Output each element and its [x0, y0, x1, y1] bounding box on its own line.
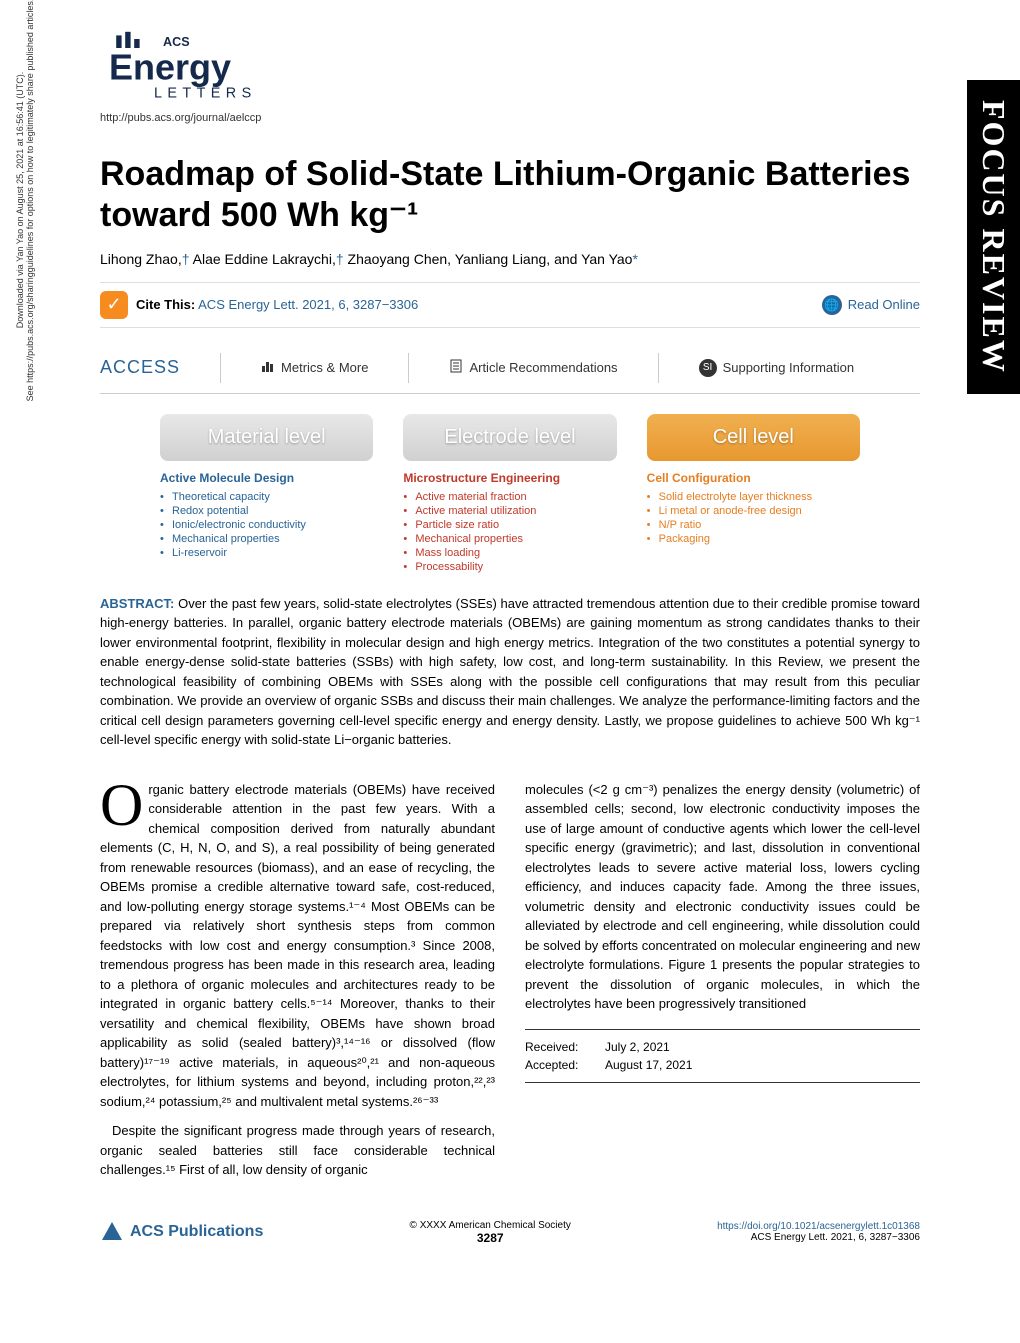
- read-online-link[interactable]: Read Online: [848, 297, 920, 312]
- acs-logo-icon: [100, 1220, 124, 1244]
- received-date: July 2, 2021: [605, 1038, 670, 1056]
- si-icon: SI: [699, 359, 717, 377]
- author-affil-2[interactable]: †: [336, 251, 344, 267]
- graphic-cell: Cell level Cell Configuration Solid elec…: [647, 414, 860, 574]
- attribution-line1: Downloaded via Yan Yao on August 25, 202…: [15, 0, 25, 450]
- dropcap: O: [100, 780, 148, 830]
- material-list: Theoretical capacity Redox potential Ion…: [160, 490, 373, 560]
- list-item: Redox potential: [160, 504, 373, 518]
- author-affil-1[interactable]: †: [182, 251, 190, 267]
- footer-citation: ACS Energy Lett. 2021, 6, 3287−3306: [751, 1232, 920, 1243]
- copyright-text: © XXXX American Chemical Society: [410, 1220, 571, 1231]
- nav-separator: [408, 353, 409, 383]
- nav-separator: [658, 353, 659, 383]
- list-item: Processability: [403, 560, 616, 574]
- list-item: Solid electrolyte layer thickness: [647, 490, 860, 504]
- article-type-label: FOCUS REVIEW: [967, 80, 1020, 394]
- list-item: N/P ratio: [647, 518, 860, 532]
- recommendations-link[interactable]: Article Recommendations: [449, 359, 617, 376]
- nav-separator: [220, 353, 221, 383]
- list-item: Li-reservoir: [160, 546, 373, 560]
- body-para2: Despite the significant progress made th…: [100, 1121, 495, 1180]
- page-number: 3287: [410, 1231, 571, 1245]
- graphic-electrode: Electrode level Microstructure Engineeri…: [403, 414, 616, 574]
- material-subtitle: Active Molecule Design: [160, 471, 373, 485]
- abstract-graphic: Material level Active Molecule Design Th…: [160, 414, 860, 574]
- check-icon: ✓: [100, 291, 128, 319]
- list-item: Mass loading: [403, 546, 616, 560]
- journal-url[interactable]: http://pubs.acs.org/journal/aelccp: [100, 112, 1020, 124]
- metrics-label: Metrics & More: [281, 360, 368, 375]
- list-item: Mechanical properties: [403, 532, 616, 546]
- citation-bar: ✓ Cite This: ACS Energy Lett. 2021, 6, 3…: [100, 282, 920, 328]
- electrode-list: Active material fraction Active material…: [403, 490, 616, 574]
- cell-subtitle: Cell Configuration: [647, 471, 860, 485]
- cell-header: Cell level: [647, 414, 860, 461]
- abstract-label: ABSTRACT:: [100, 596, 174, 611]
- authors-list: Lihong Zhao,† Alae Eddine Lakraychi,† Zh…: [100, 251, 920, 267]
- material-header: Material level: [160, 414, 373, 461]
- doi-link[interactable]: https://doi.org/10.1021/acsenergylett.1c…: [717, 1221, 920, 1232]
- citation-link[interactable]: ACS Energy Lett. 2021, 6, 3287−3306: [198, 297, 418, 312]
- svg-text:Energy: Energy: [109, 47, 231, 88]
- body-para3: molecules (<2 g cm⁻³) penalizes the ener…: [525, 780, 920, 1014]
- body-columns: Organic battery electrode materials (OBE…: [100, 780, 920, 1180]
- list-item: Particle size ratio: [403, 518, 616, 532]
- cite-this: Cite This: ACS Energy Lett. 2021, 6, 328…: [136, 297, 418, 312]
- body-para1: rganic battery electrode materials (OBEM…: [100, 782, 495, 1109]
- accepted-label: Accepted:: [525, 1056, 605, 1074]
- list-item: Active material fraction: [403, 490, 616, 504]
- abstract-text: Over the past few years, solid-state ele…: [100, 596, 920, 748]
- electrode-subtitle: Microstructure Engineering: [403, 471, 616, 485]
- metrics-link[interactable]: Metrics & More: [261, 359, 368, 376]
- list-item: Ionic/electronic conductivity: [160, 518, 373, 532]
- electrode-header: Electrode level: [403, 414, 616, 461]
- column-left: Organic battery electrode materials (OBE…: [100, 780, 495, 1180]
- dates-box: Received:July 2, 2021 Accepted:August 17…: [525, 1029, 920, 1083]
- attribution-line2: See https://pubs.acs.org/sharingguidelin…: [25, 0, 35, 450]
- abstract: ABSTRACT: Over the past few years, solid…: [100, 594, 920, 750]
- publisher-name: ACS Publications: [130, 1223, 263, 1241]
- list-item: Packaging: [647, 532, 860, 546]
- globe-icon: 🌐: [822, 295, 842, 315]
- access-link[interactable]: ACCESS: [100, 357, 180, 378]
- received-label: Received:: [525, 1038, 605, 1056]
- supporting-info-link[interactable]: SI Supporting Information: [699, 359, 855, 377]
- accepted-date: August 17, 2021: [605, 1056, 692, 1074]
- metrics-icon: [261, 359, 275, 376]
- graphic-material: Material level Active Molecule Design Th…: [160, 414, 373, 574]
- article-title: Roadmap of Solid-State Lithium-Organic B…: [100, 154, 920, 236]
- header-logo-area: ACS Energy LETTERS http://pubs.acs.org/j…: [0, 0, 1020, 134]
- download-attribution: Downloaded via Yan Yao on August 25, 202…: [15, 0, 35, 450]
- list-item: Active material utilization: [403, 504, 616, 518]
- cell-list: Solid electrolyte layer thickness Li met…: [647, 490, 860, 546]
- list-item: Li metal or anode-free design: [647, 504, 860, 518]
- article-nav: ACCESS Metrics & More Article Recommenda…: [100, 343, 920, 394]
- recommendations-label: Article Recommendations: [469, 360, 617, 375]
- list-item: Mechanical properties: [160, 532, 373, 546]
- list-item: Theoretical capacity: [160, 490, 373, 504]
- cite-prefix: Cite This:: [136, 297, 195, 312]
- journal-logo: ACS Energy LETTERS: [100, 30, 280, 102]
- column-right: molecules (<2 g cm⁻³) penalizes the ener…: [525, 780, 920, 1180]
- page-footer: ACS Publications © XXXX American Chemica…: [0, 1210, 1020, 1265]
- corresponding-author[interactable]: *: [632, 251, 637, 267]
- si-label: Supporting Information: [723, 360, 855, 375]
- svg-text:LETTERS: LETTERS: [154, 86, 257, 102]
- article-icon: [449, 359, 463, 376]
